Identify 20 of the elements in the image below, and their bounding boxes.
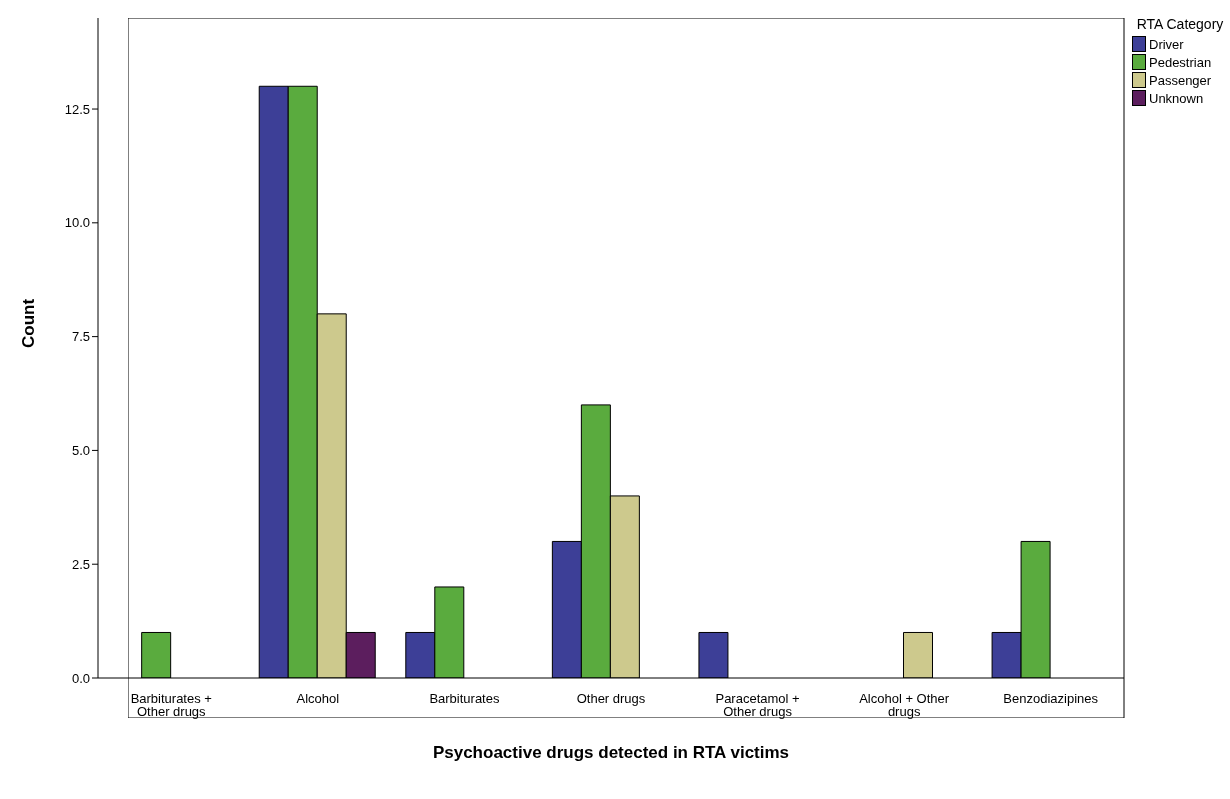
y-tick-label: 5.0 bbox=[71, 443, 90, 459]
x-tick-label: Barbiturates + Other drugs bbox=[130, 691, 212, 720]
y-tick-label: 2.5 bbox=[71, 556, 90, 572]
y-tick-label: 12.5 bbox=[64, 101, 90, 117]
x-tick-label: Benzodiazipines bbox=[1003, 691, 1099, 707]
legend-label: Driver bbox=[1149, 36, 1184, 52]
x-tick-label: Barbiturates bbox=[429, 691, 500, 707]
legend-title: RTA Category bbox=[1135, 16, 1225, 32]
x-tick-label: Paracetamol + Other drugs bbox=[715, 691, 800, 720]
x-axis-title: Psychoactive drugs detected in RTA victims bbox=[432, 743, 790, 762]
legend-label: Passenger bbox=[1149, 72, 1212, 88]
y-axis-title: Count bbox=[19, 298, 39, 348]
x-tick-label: Alcohol bbox=[296, 691, 340, 707]
legend-label: Pedestrian bbox=[1149, 54, 1212, 70]
legend-label: Unknown bbox=[1149, 90, 1204, 106]
y-tick-label: 7.5 bbox=[71, 329, 90, 345]
y-tick-label: 10.0 bbox=[64, 215, 90, 231]
x-tick-label: Alcohol + Other drugs bbox=[859, 691, 950, 720]
x-tick-label: Other drugs bbox=[576, 691, 646, 707]
y-tick-label: 0.0 bbox=[71, 670, 90, 686]
